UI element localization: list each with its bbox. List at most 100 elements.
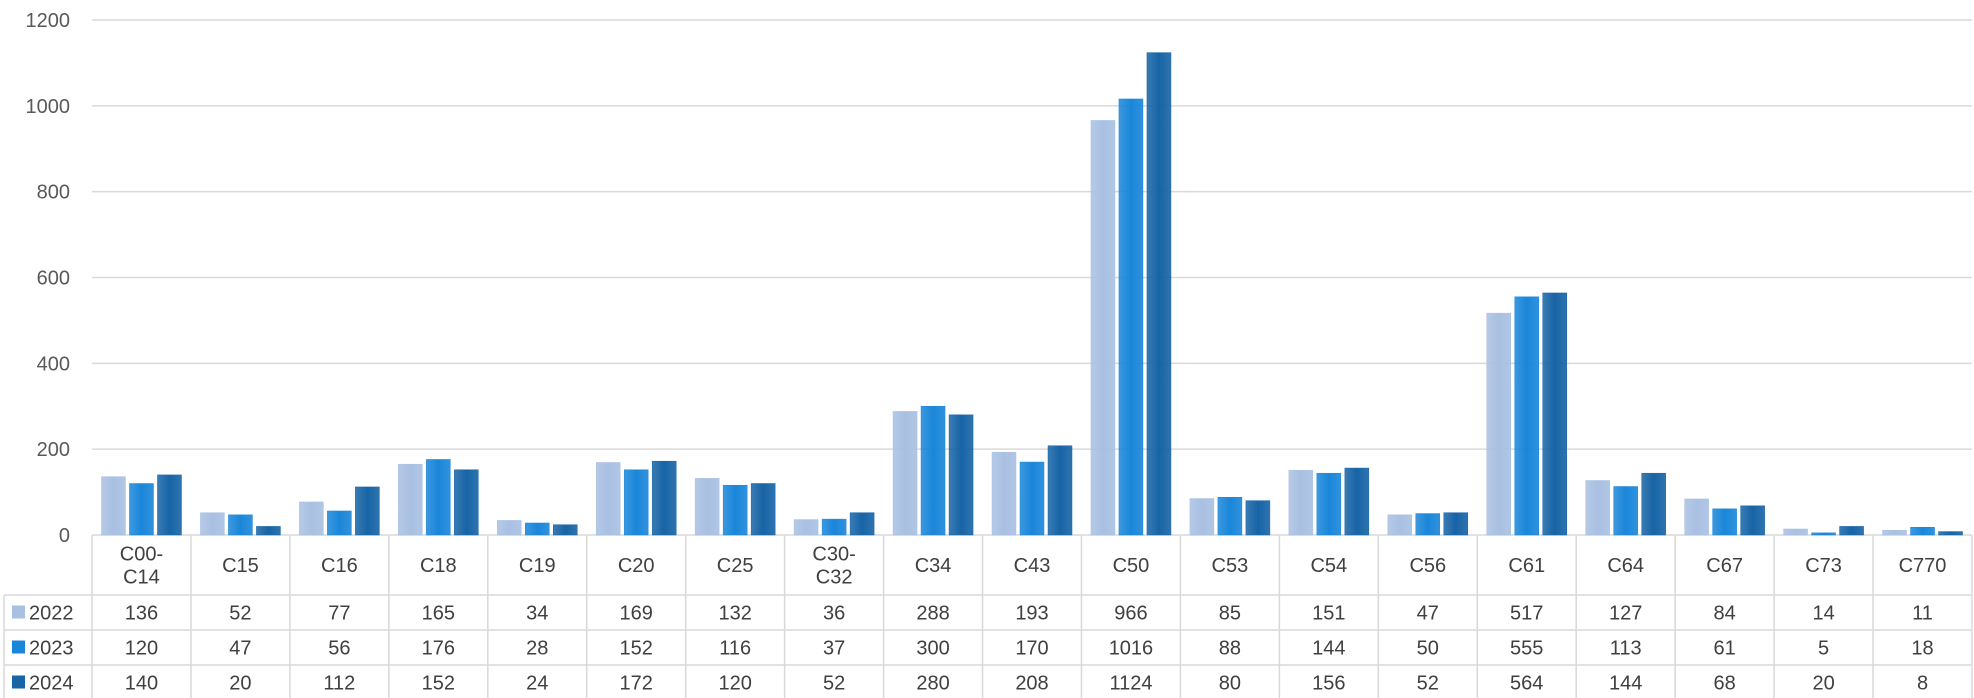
data-label-2023-C67: 61 [1714, 638, 1736, 660]
data-label-2022-C00-C14: 136 [125, 603, 158, 625]
data-label-2024-C16: 112 [323, 673, 355, 695]
data-label-2024-C56: 52 [1417, 673, 1439, 695]
bar-2024-C15 [256, 526, 281, 536]
bar-2023-C43 [1019, 461, 1045, 536]
bar-2023-C34 [920, 406, 946, 536]
data-label-2023-C50: 1016 [1109, 638, 1154, 660]
bar-2023-C53 [1217, 496, 1243, 536]
data-label-2023-C25: 116 [719, 638, 751, 660]
bar-2024-C18 [454, 469, 479, 536]
data-label-2024-C34: 280 [916, 673, 949, 695]
bar-2024-C50 [1146, 52, 1172, 536]
data-label-2022-C25: 132 [718, 603, 751, 625]
data-label-2024-C61: 564 [1510, 673, 1543, 695]
legend-key-2024 [12, 675, 25, 689]
bar-2022-C00-C14 [101, 476, 126, 536]
data-label-2023-C73: 5 [1818, 638, 1829, 660]
bar-2023-C20 [623, 469, 649, 536]
bar-2023-C73 [1811, 532, 1836, 536]
y-tick-label: 600 [37, 268, 70, 290]
bar-2023-C00-C14 [129, 483, 154, 536]
data-label-2024-C54: 156 [1312, 673, 1345, 695]
bar-2024-C770 [1938, 531, 1963, 536]
bar-2023-C61 [1514, 296, 1539, 536]
x-tick-label: C34 [915, 555, 952, 577]
bar-2023-C18 [426, 459, 451, 536]
bar-2024-C67 [1740, 505, 1765, 536]
legend-label-2024: 2024 [29, 673, 74, 695]
data-label-2022-C20: 169 [620, 603, 653, 625]
bar-2023-C15 [228, 514, 253, 536]
data-label-2022-C53: 85 [1219, 603, 1241, 625]
bar-2023-C25 [722, 484, 748, 536]
x-tick-label: C770 [1899, 555, 1947, 577]
bar-2022-C53 [1189, 498, 1215, 536]
x-tick-label: C15 [222, 555, 259, 577]
data-label-2023-C16: 56 [328, 638, 350, 660]
bar-2022-C30-C32 [793, 519, 819, 536]
x-tick-label: C50 [1113, 555, 1150, 577]
bar-2024-C16 [355, 486, 380, 536]
bar-2023-C770 [1910, 527, 1935, 536]
data-label-2024-C53: 80 [1219, 673, 1241, 695]
bar-2023-C30-C32 [821, 518, 847, 536]
y-tick-label: 200 [37, 439, 70, 461]
data-label-2024-C19: 24 [526, 673, 548, 695]
data-label-2023-C34: 300 [916, 638, 949, 660]
bar-2022-C18 [398, 463, 423, 536]
bar-2022-C67 [1684, 498, 1709, 536]
bar-2024-C53 [1245, 500, 1271, 536]
bar-2022-C25 [694, 478, 720, 536]
data-label-2023-C56: 50 [1417, 638, 1439, 660]
bar-2023-C16 [327, 510, 352, 536]
x-tick-label: C16 [321, 555, 358, 577]
data-label-2022-C56: 47 [1417, 603, 1439, 625]
bar-2023-C50 [1118, 98, 1144, 536]
bar-2024-C61 [1542, 292, 1567, 536]
data-label-2023-C54: 144 [1312, 638, 1345, 660]
bar-2022-C15 [200, 512, 225, 536]
data-label-2024-C67: 68 [1714, 673, 1736, 695]
data-label-2024-C15: 20 [229, 673, 251, 695]
bar-2022-C64 [1585, 480, 1610, 536]
data-label-2024-C43: 208 [1015, 673, 1048, 695]
data-label-2022-C15: 52 [229, 603, 251, 625]
data-label-2022-C50: 966 [1114, 603, 1147, 625]
data-label-2023-C15: 47 [229, 638, 251, 660]
bar-2023-C64 [1613, 486, 1638, 536]
gridlines [92, 19, 1972, 536]
data-label-2022-C54: 151 [1312, 603, 1345, 625]
data-label-2022-C73: 14 [1812, 603, 1834, 625]
data-label-2023-C770: 18 [1911, 638, 1933, 660]
data-label-2023-C64: 113 [1610, 638, 1642, 660]
bars [101, 52, 1963, 536]
bar-2024-C73 [1839, 526, 1864, 536]
data-label-2022-C30-C32: 36 [823, 603, 845, 625]
bar-2024-C19 [553, 524, 578, 536]
legend-key-2023 [12, 640, 25, 654]
data-label-2023-C20: 152 [620, 638, 653, 660]
data-label-2022-C770: 11 [1912, 603, 1933, 625]
bar-2024-C56 [1443, 512, 1469, 536]
x-tick-label: C00-C14 [120, 544, 163, 589]
data-label-2022-C43: 193 [1015, 603, 1048, 625]
data-label-2022-C61: 517 [1510, 603, 1543, 625]
data-label-2023-C61: 555 [1510, 638, 1543, 660]
data-label-2024-C25: 120 [718, 673, 751, 695]
data-label-2022-C64: 127 [1609, 603, 1642, 625]
bar-2022-C43 [991, 451, 1017, 536]
data-label-2024-C20: 172 [620, 673, 653, 695]
data-label-2022-C19: 34 [526, 603, 548, 625]
bar-2024-C30-C32 [849, 512, 875, 536]
bar-2022-C770 [1882, 530, 1907, 536]
x-tick-label: C30-C32 [812, 544, 855, 589]
bar-2024-C34 [948, 414, 974, 536]
x-tick-label: C20 [618, 555, 655, 577]
bar-2022-C54 [1288, 469, 1314, 536]
data-label-2024-C50: 1124 [1109, 673, 1152, 695]
data-label-2022-C34: 288 [916, 603, 949, 625]
legend-key-2022 [12, 605, 25, 619]
y-tick-label: 400 [37, 353, 70, 375]
data-label-2023-C18: 176 [422, 638, 455, 660]
